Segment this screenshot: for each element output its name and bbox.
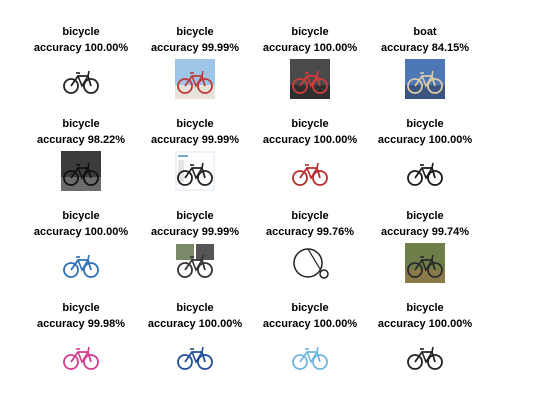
black-road-bicycle-icon <box>405 151 445 191</box>
light-blue-cruiser-bicycle-icon <box>290 335 330 375</box>
result-tile: bicycle accuracy 100.00% <box>137 300 253 375</box>
accuracy-label: accuracy 99.99% <box>150 226 240 238</box>
accuracy-label: accuracy 100.00% <box>262 134 358 146</box>
accuracy-label: accuracy 99.99% <box>150 134 240 146</box>
accuracy-label: accuracy 99.98% <box>36 318 126 330</box>
prediction-label: bicycle <box>62 26 100 38</box>
prediction-label: bicycle <box>406 302 444 314</box>
result-tile: bicycle accuracy 98.22% <box>23 116 139 191</box>
penny-farthing-icon <box>290 243 330 283</box>
black-red-ebike-icon <box>405 335 445 375</box>
result-tile: bicycle accuracy 100.00% <box>23 24 139 99</box>
red-tandem-bicycle-icon <box>290 151 330 191</box>
prediction-label: bicycle <box>176 210 214 222</box>
red-beach-cruiser-photo-icon <box>175 59 215 99</box>
result-tile: bicycle accuracy 99.99% <box>137 24 253 99</box>
prediction-label: bicycle <box>176 302 214 314</box>
prediction-label: bicycle <box>291 26 329 38</box>
prediction-label: bicycle <box>406 210 444 222</box>
accuracy-label: accuracy 100.00% <box>147 318 243 330</box>
prediction-label: bicycle <box>62 210 100 222</box>
prediction-label: bicycle <box>176 26 214 38</box>
accuracy-label: accuracy 100.00% <box>377 134 473 146</box>
result-tile: bicycle accuracy 99.99% <box>137 116 253 191</box>
result-tile: boat accuracy 84.15% <box>367 24 483 99</box>
blue-road-bicycle-icon <box>61 243 101 283</box>
prediction-label: bicycle <box>406 118 444 130</box>
result-tile: bicycle accuracy 99.98% <box>23 300 139 375</box>
prediction-label: bicycle <box>176 118 214 130</box>
prediction-label: bicycle <box>291 302 329 314</box>
prediction-label: boat <box>413 26 437 38</box>
accuracy-label: accuracy 100.00% <box>377 318 473 330</box>
accuracy-label: accuracy 100.00% <box>33 42 129 54</box>
result-tile: bicycle accuracy 99.99% <box>137 208 253 283</box>
accuracy-label: accuracy 99.99% <box>150 42 240 54</box>
black-road-bicycle-icon <box>61 59 101 99</box>
bicycle-in-grass-photo-icon <box>405 243 445 283</box>
bicycle-parts-collage-icon <box>175 243 215 283</box>
accuracy-label: accuracy 100.00% <box>262 42 358 54</box>
result-tile: bicycle accuracy 100.00% <box>367 300 483 375</box>
accuracy-label: accuracy 100.00% <box>262 318 358 330</box>
prediction-label: bicycle <box>62 118 100 130</box>
accuracy-label: accuracy 99.74% <box>380 226 470 238</box>
accuracy-label: accuracy 99.76% <box>265 226 355 238</box>
result-tile: bicycle accuracy 99.74% <box>367 208 483 283</box>
result-tile: bicycle accuracy 100.00% <box>252 116 368 191</box>
prediction-label: bicycle <box>291 210 329 222</box>
accuracy-label: accuracy 100.00% <box>33 226 129 238</box>
pink-kids-bicycle-icon <box>61 335 101 375</box>
street-scene-photo-icon <box>405 59 445 99</box>
result-tile: bicycle accuracy 100.00% <box>252 24 368 99</box>
result-tile: bicycle accuracy 100.00% <box>252 300 368 375</box>
bicycle-document-icon <box>175 151 215 191</box>
result-tile: bicycle accuracy 99.76% <box>252 208 368 283</box>
red-bicycle-dark-photo-icon <box>290 59 330 99</box>
blue-mountain-bicycle-icon <box>175 335 215 375</box>
accuracy-label: accuracy 98.22% <box>36 134 126 146</box>
rider-dark-photo-icon <box>61 151 101 191</box>
prediction-label: bicycle <box>62 302 100 314</box>
accuracy-label: accuracy 84.15% <box>380 42 470 54</box>
result-tile: bicycle accuracy 100.00% <box>367 116 483 191</box>
prediction-label: bicycle <box>291 118 329 130</box>
result-tile: bicycle accuracy 100.00% <box>23 208 139 283</box>
